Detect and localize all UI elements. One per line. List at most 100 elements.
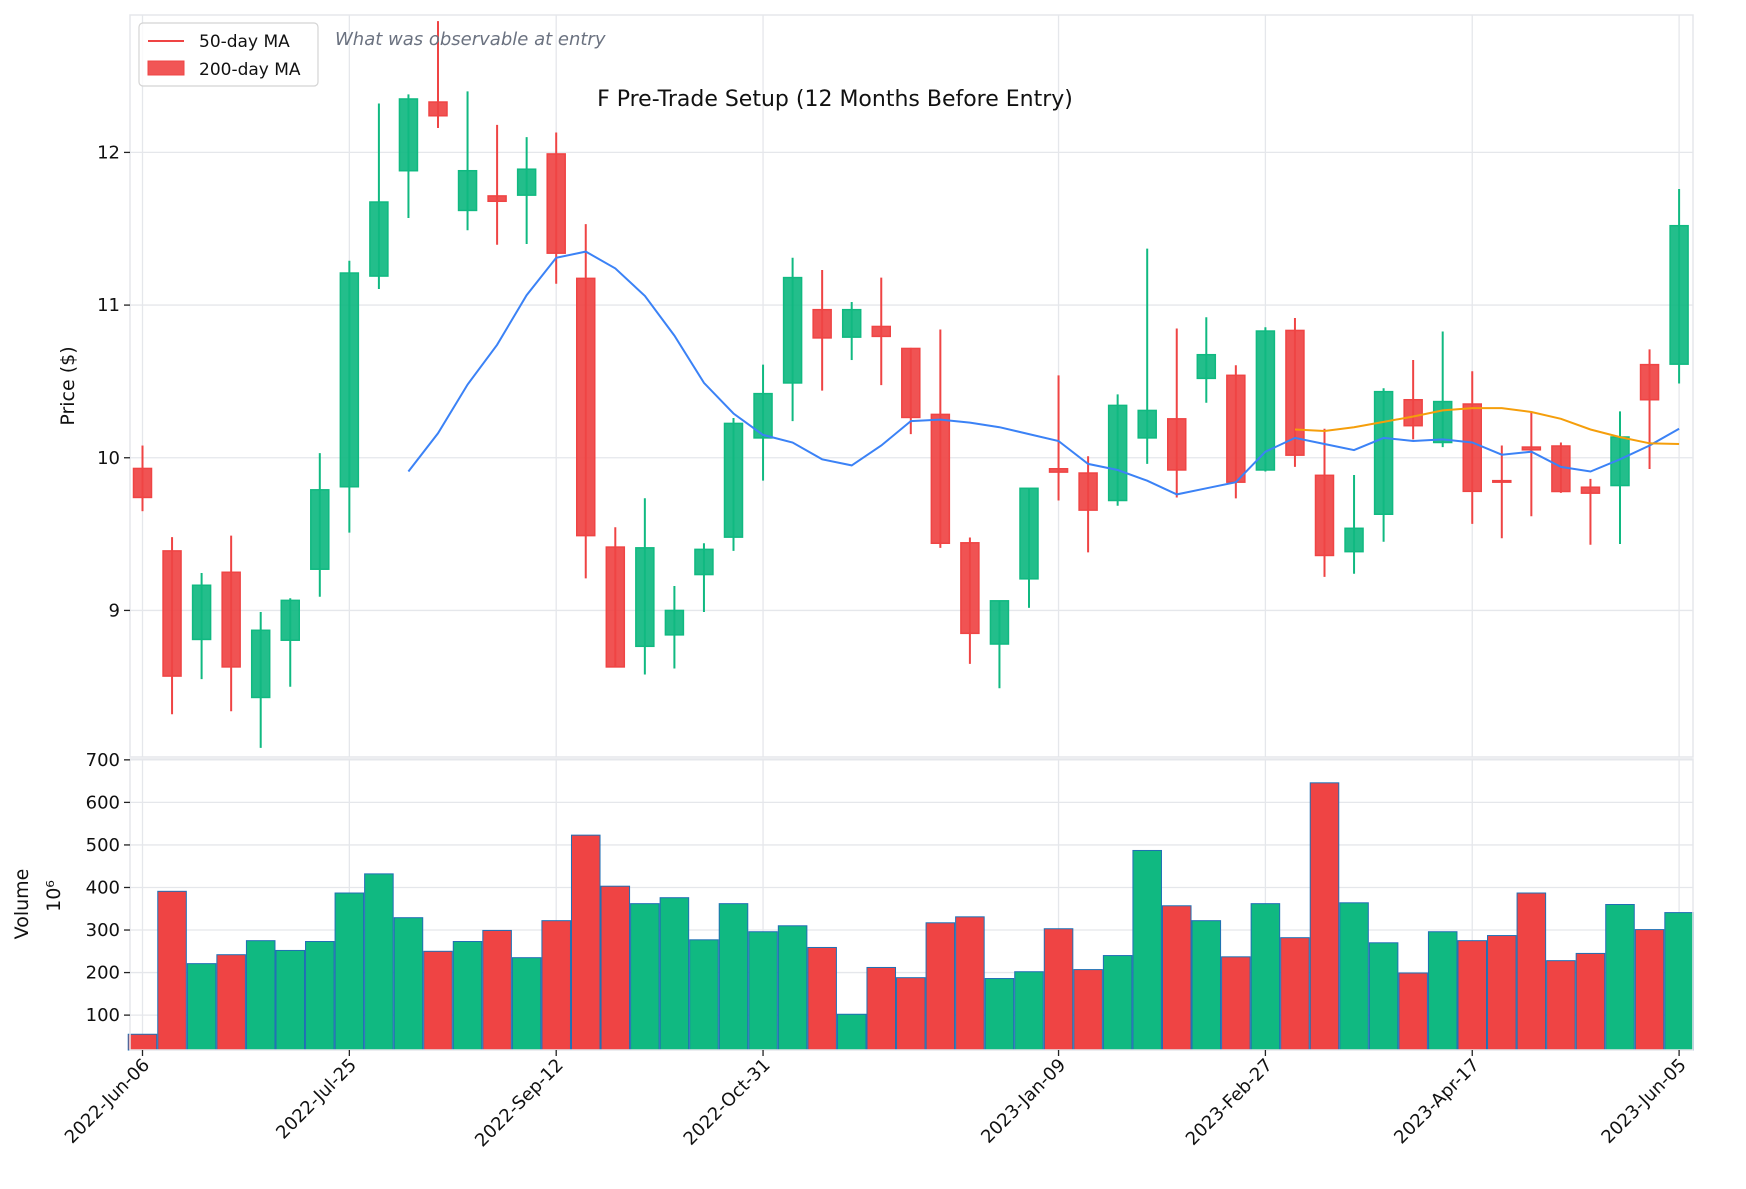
volume-bar <box>452 941 483 1051</box>
legend-label-200-day-ma: 200-day MA <box>199 60 301 80</box>
price-panel-frame <box>129 14 1694 758</box>
candle-body-down <box>901 347 921 419</box>
x-tick-label: 2023-Feb-27 <box>1182 1055 1277 1150</box>
volume-bar <box>1280 937 1310 1051</box>
volume-bar <box>1221 956 1251 1051</box>
candle-body-down <box>428 101 448 117</box>
candles <box>132 21 1689 748</box>
candle-body-up <box>398 98 419 172</box>
candle-body-up <box>310 489 330 570</box>
candle-body-down <box>1048 467 1069 473</box>
volume-bar <box>1368 942 1399 1051</box>
candle-body-down <box>162 550 182 677</box>
candle-body-down <box>1226 374 1246 483</box>
ma-line-blue <box>407 250 1680 496</box>
volume-bar <box>216 954 246 1051</box>
candle-body-up <box>516 168 537 196</box>
price-tick-label: 10 <box>97 448 120 469</box>
volume-bar <box>275 949 306 1051</box>
volume-bar <box>1309 782 1340 1051</box>
candle-body-down <box>1639 363 1660 401</box>
volume-bar <box>334 892 365 1051</box>
x-tick-label: 2023-Jun-05 <box>1597 1055 1690 1148</box>
legend-patch-marker <box>147 60 185 76</box>
volume-bar <box>777 925 808 1051</box>
candle-body-up <box>457 169 478 212</box>
volume-bar <box>570 834 601 1051</box>
volume-tick-label: 400 <box>86 877 120 898</box>
volume-bar <box>659 897 690 1051</box>
x-tick-label: 2022-Jun-06 <box>61 1055 154 1148</box>
candle-body-up <box>1344 527 1364 553</box>
volume-bar <box>1132 849 1162 1051</box>
candle-body-down <box>960 542 980 635</box>
candle-body-down <box>487 195 507 203</box>
candle-body-down <box>1462 403 1482 493</box>
volume-bar <box>1398 972 1428 1051</box>
candle-body-up <box>694 548 714 576</box>
volume-tick-label: 600 <box>86 792 120 813</box>
candle-body-down <box>812 308 832 339</box>
volume-bar <box>423 950 453 1051</box>
x-tick-label: 2022-Sep-12 <box>471 1055 568 1152</box>
volume-bar <box>1250 903 1281 1051</box>
volume-bar <box>1457 940 1488 1051</box>
candle-body-down <box>1580 486 1601 494</box>
volume-tick-label: 500 <box>86 835 120 856</box>
x-tick-label: 2023-Apr-17 <box>1390 1055 1484 1149</box>
volume-bar <box>896 977 926 1051</box>
volume-axis-label: Volume <box>11 869 33 940</box>
moving-average-lines <box>407 250 1680 496</box>
x-tick-label: 2022-Oct-31 <box>680 1055 775 1150</box>
candle-body-down <box>1314 474 1335 557</box>
volume-bars <box>127 782 1694 1051</box>
candle-body-up <box>1196 353 1217 380</box>
volume-bar <box>925 922 956 1051</box>
candle-body-down <box>221 571 241 668</box>
volume-bar <box>955 916 985 1051</box>
candle-body-down <box>605 546 626 668</box>
candle-body-up <box>782 276 803 384</box>
volume-bar <box>305 941 335 1051</box>
volume-bar <box>600 885 631 1051</box>
volume-bar <box>1043 928 1074 1051</box>
volume-bar <box>836 1013 867 1051</box>
volume-bar <box>1664 912 1694 1051</box>
x-tick-label: 2023-Jan-09 <box>977 1055 1070 1148</box>
volume-bar <box>866 966 897 1051</box>
annotation-text: What was observable at entry <box>335 29 606 50</box>
volume-bar <box>1073 969 1103 1051</box>
candle-body-down <box>546 153 566 254</box>
volume-tick-label: 200 <box>86 963 120 984</box>
volume-bar <box>364 873 394 1051</box>
price-tick-label: 9 <box>109 600 120 621</box>
candle-body-up <box>1255 330 1276 471</box>
volume-bar <box>1546 960 1576 1051</box>
candle-body-up <box>250 629 271 699</box>
volume-bar <box>1634 929 1665 1051</box>
volume-bar <box>1427 931 1458 1051</box>
volume-bar <box>1191 920 1222 1051</box>
legend: 50-day MA 200-day MA <box>138 22 319 87</box>
volume-bar <box>541 920 571 1051</box>
volume-bar <box>245 940 276 1051</box>
volume-bar <box>511 957 542 1051</box>
volume-tick-label: 700 <box>86 750 120 771</box>
volume-tick-label: 300 <box>86 920 120 941</box>
candle-body-up <box>1137 409 1157 439</box>
candle-body-up <box>635 547 655 648</box>
volume-bar <box>689 939 719 1051</box>
candle-body-up <box>1669 224 1689 365</box>
price-tick-label: 12 <box>97 142 120 163</box>
volume-tick-label: 100 <box>86 1005 120 1026</box>
volume-bar <box>1014 971 1044 1051</box>
candle-body-up <box>339 272 360 488</box>
candle-body-up <box>369 201 389 277</box>
candle-body-up <box>1432 400 1453 444</box>
legend-label-50-day-ma: 50-day MA <box>199 32 290 52</box>
volume-bar <box>393 917 424 1051</box>
volume-bar <box>630 903 660 1051</box>
volume-bar <box>718 903 749 1051</box>
candle-body-down <box>871 325 891 338</box>
